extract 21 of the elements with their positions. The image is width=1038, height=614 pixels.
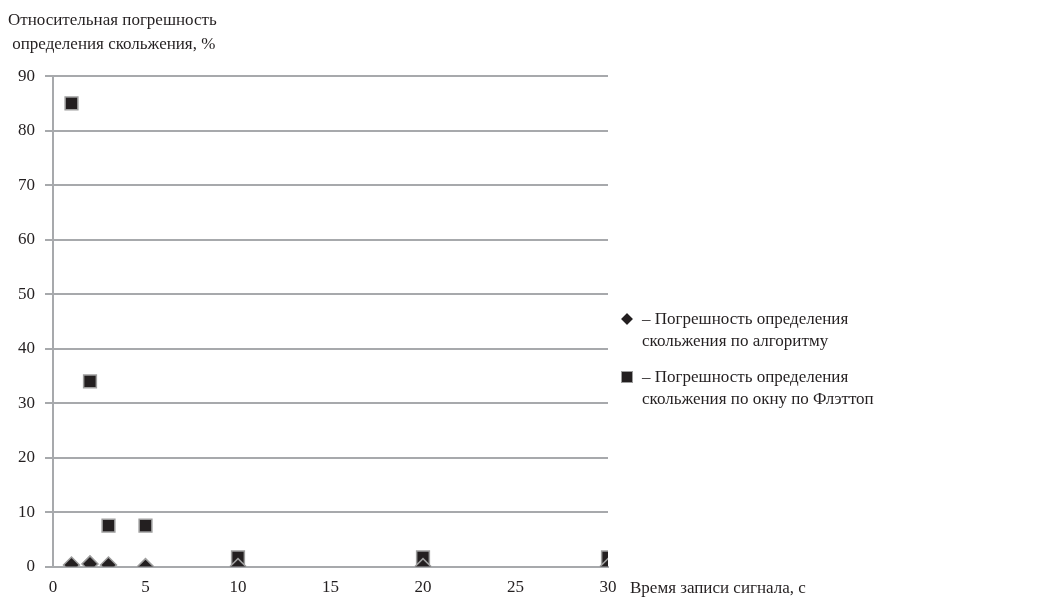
x-tick-label: 20	[414, 577, 432, 597]
y-tick-label: 10	[18, 501, 35, 521]
legend-label: – Погрешность определения скольжения по алгоритму	[642, 308, 849, 352]
x-tick-label: 5	[141, 577, 150, 597]
x-tick-label: 25	[507, 577, 524, 597]
y-tick-label: 20	[18, 447, 35, 467]
y-tick-label: 50	[18, 283, 35, 303]
y-tick-label: 30	[18, 392, 35, 412]
y-tick-label: 60	[18, 229, 35, 249]
y-tick-label: 90	[18, 65, 35, 85]
y-tick-label: 0	[26, 556, 35, 576]
y-tick-label: 80	[18, 120, 35, 140]
y-tick-label: 40	[18, 338, 35, 358]
legend-label: – Погрешность определения скольжения по окну по Флэттоп	[642, 366, 874, 410]
x-tick-label: 30	[599, 577, 617, 597]
y-axis-title: Относительная погрешность определения скольжения, %	[8, 9, 217, 55]
x-axis-title: Время записи сигнала, с	[630, 578, 807, 598]
x-tick-label: 0	[48, 577, 58, 597]
x-tick-label: 10	[229, 577, 247, 597]
y-tick-label: 70	[18, 174, 35, 194]
x-tick-label: 15	[322, 577, 339, 597]
